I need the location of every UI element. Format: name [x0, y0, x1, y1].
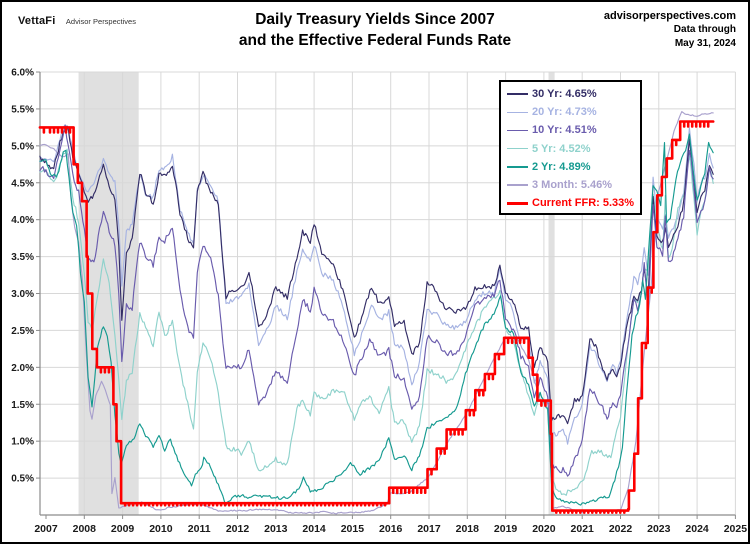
- legend-item-2yr: 2 Yr: 4.89%: [507, 158, 640, 176]
- chart-title-line1: Daily Treasury Yields Since 2007: [255, 11, 495, 28]
- y-axis-label: 1.0%: [11, 437, 34, 448]
- series-line-10-yr: [39, 124, 714, 477]
- x-axis-label: 2008: [73, 523, 97, 535]
- y-axis-label: 1.5%: [11, 400, 34, 411]
- legend-swatch-5yr: [507, 147, 528, 150]
- legend-swatch-10yr: [507, 129, 528, 132]
- x-axis-label: 2013: [264, 523, 288, 535]
- legend-item-30yr: 30 Yr: 4.65%: [507, 85, 640, 103]
- y-axis-label: 5.5%: [11, 104, 34, 115]
- x-axis-label: 2010: [149, 523, 173, 535]
- x-axis-label: 2023: [647, 523, 671, 535]
- legend-label-3month: 3 Month: 5.46%: [532, 179, 613, 192]
- y-axis-label: 4.0%: [11, 215, 34, 226]
- y-axis-label: 0.5%: [11, 474, 34, 485]
- legend-swatch-20yr: [507, 111, 528, 114]
- legend-label-30yr: 30 Yr: 4.65%: [532, 88, 597, 101]
- data-through-date: May 31, 2024: [674, 38, 736, 49]
- brand-subtitle: Advisor Perspectives: [65, 17, 136, 26]
- x-axis-label: 2022: [609, 523, 633, 535]
- chart-legend: 30 Yr: 4.65% 20 Yr: 4.73% 10 Yr: 4.51% 5…: [499, 80, 642, 215]
- x-axis-label: 2024: [685, 523, 709, 535]
- x-axis-label: 2016: [379, 523, 403, 535]
- y-axis-label: 5.0%: [11, 141, 34, 152]
- series-line-current-ffr: [38, 120, 715, 514]
- legend-label-2yr: 2 Yr: 4.89%: [532, 160, 591, 173]
- legend-item-5yr: 5 Yr: 4.52%: [507, 140, 640, 158]
- legend-swatch-2yr: [507, 166, 528, 168]
- y-axis-label: 2.5%: [11, 326, 34, 337]
- series-line-2-yr: [39, 133, 714, 506]
- x-axis-label: 2009: [111, 523, 135, 535]
- x-axis-label: 2019: [494, 523, 518, 535]
- site-url: advisorperspectives.com: [603, 10, 736, 22]
- y-axis-label: 2.0%: [11, 363, 34, 374]
- x-axis-label: 2018: [456, 523, 480, 535]
- legend-item-ffr: Current FFR: 5.33%: [507, 194, 640, 212]
- series-line-30-yr: [39, 125, 714, 425]
- series-line-5-yr: [39, 148, 714, 496]
- legend-item-10yr: 10 Yr: 4.51%: [507, 121, 640, 139]
- series-line-20-yr: [39, 125, 714, 445]
- x-axis-label: 2007: [34, 523, 58, 535]
- chart-title-line2: and the Effective Federal Funds Rate: [238, 32, 512, 49]
- x-axis-label: 2014: [302, 523, 326, 535]
- x-axis-label: 2017: [417, 523, 441, 535]
- x-axis-label: 2015: [341, 523, 365, 535]
- y-axis-label: 3.5%: [11, 252, 34, 263]
- header-brand: VettaFi Advisor Perspectives: [18, 11, 136, 29]
- legend-item-20yr: 20 Yr: 4.73%: [507, 103, 640, 121]
- legend-label-ffr: Current FFR: 5.33%: [532, 197, 635, 210]
- legend-swatch-3month: [507, 184, 528, 186]
- data-through-label: Data through: [673, 24, 736, 35]
- legend-swatch-ffr: [507, 201, 528, 205]
- legend-label-5yr: 5 Yr: 4.52%: [532, 142, 591, 155]
- y-axis-label: 3.0%: [11, 289, 34, 300]
- x-axis-label: 2011: [188, 523, 211, 535]
- x-axis-label: 2012: [226, 523, 250, 535]
- legend-label-10yr: 10 Yr: 4.51%: [532, 124, 597, 137]
- legend-swatch-30yr: [507, 93, 528, 95]
- y-axis-label: 6.0%: [11, 68, 34, 79]
- y-axis-label: 4.5%: [11, 178, 34, 189]
- vettafi-logo: VettaFi: [18, 15, 56, 27]
- header-right: advisorperspectives.com Data through May…: [604, 9, 736, 51]
- x-axis-label: 2020: [532, 523, 556, 535]
- chart-title: Daily Treasury Yields Since 2007 and the…: [2, 9, 748, 51]
- legend-label-20yr: 20 Yr: 4.73%: [532, 106, 597, 119]
- legend-item-3month: 3 Month: 5.46%: [507, 176, 640, 194]
- x-axis-label: 2025: [724, 523, 748, 535]
- x-axis-label: 2021: [571, 523, 595, 535]
